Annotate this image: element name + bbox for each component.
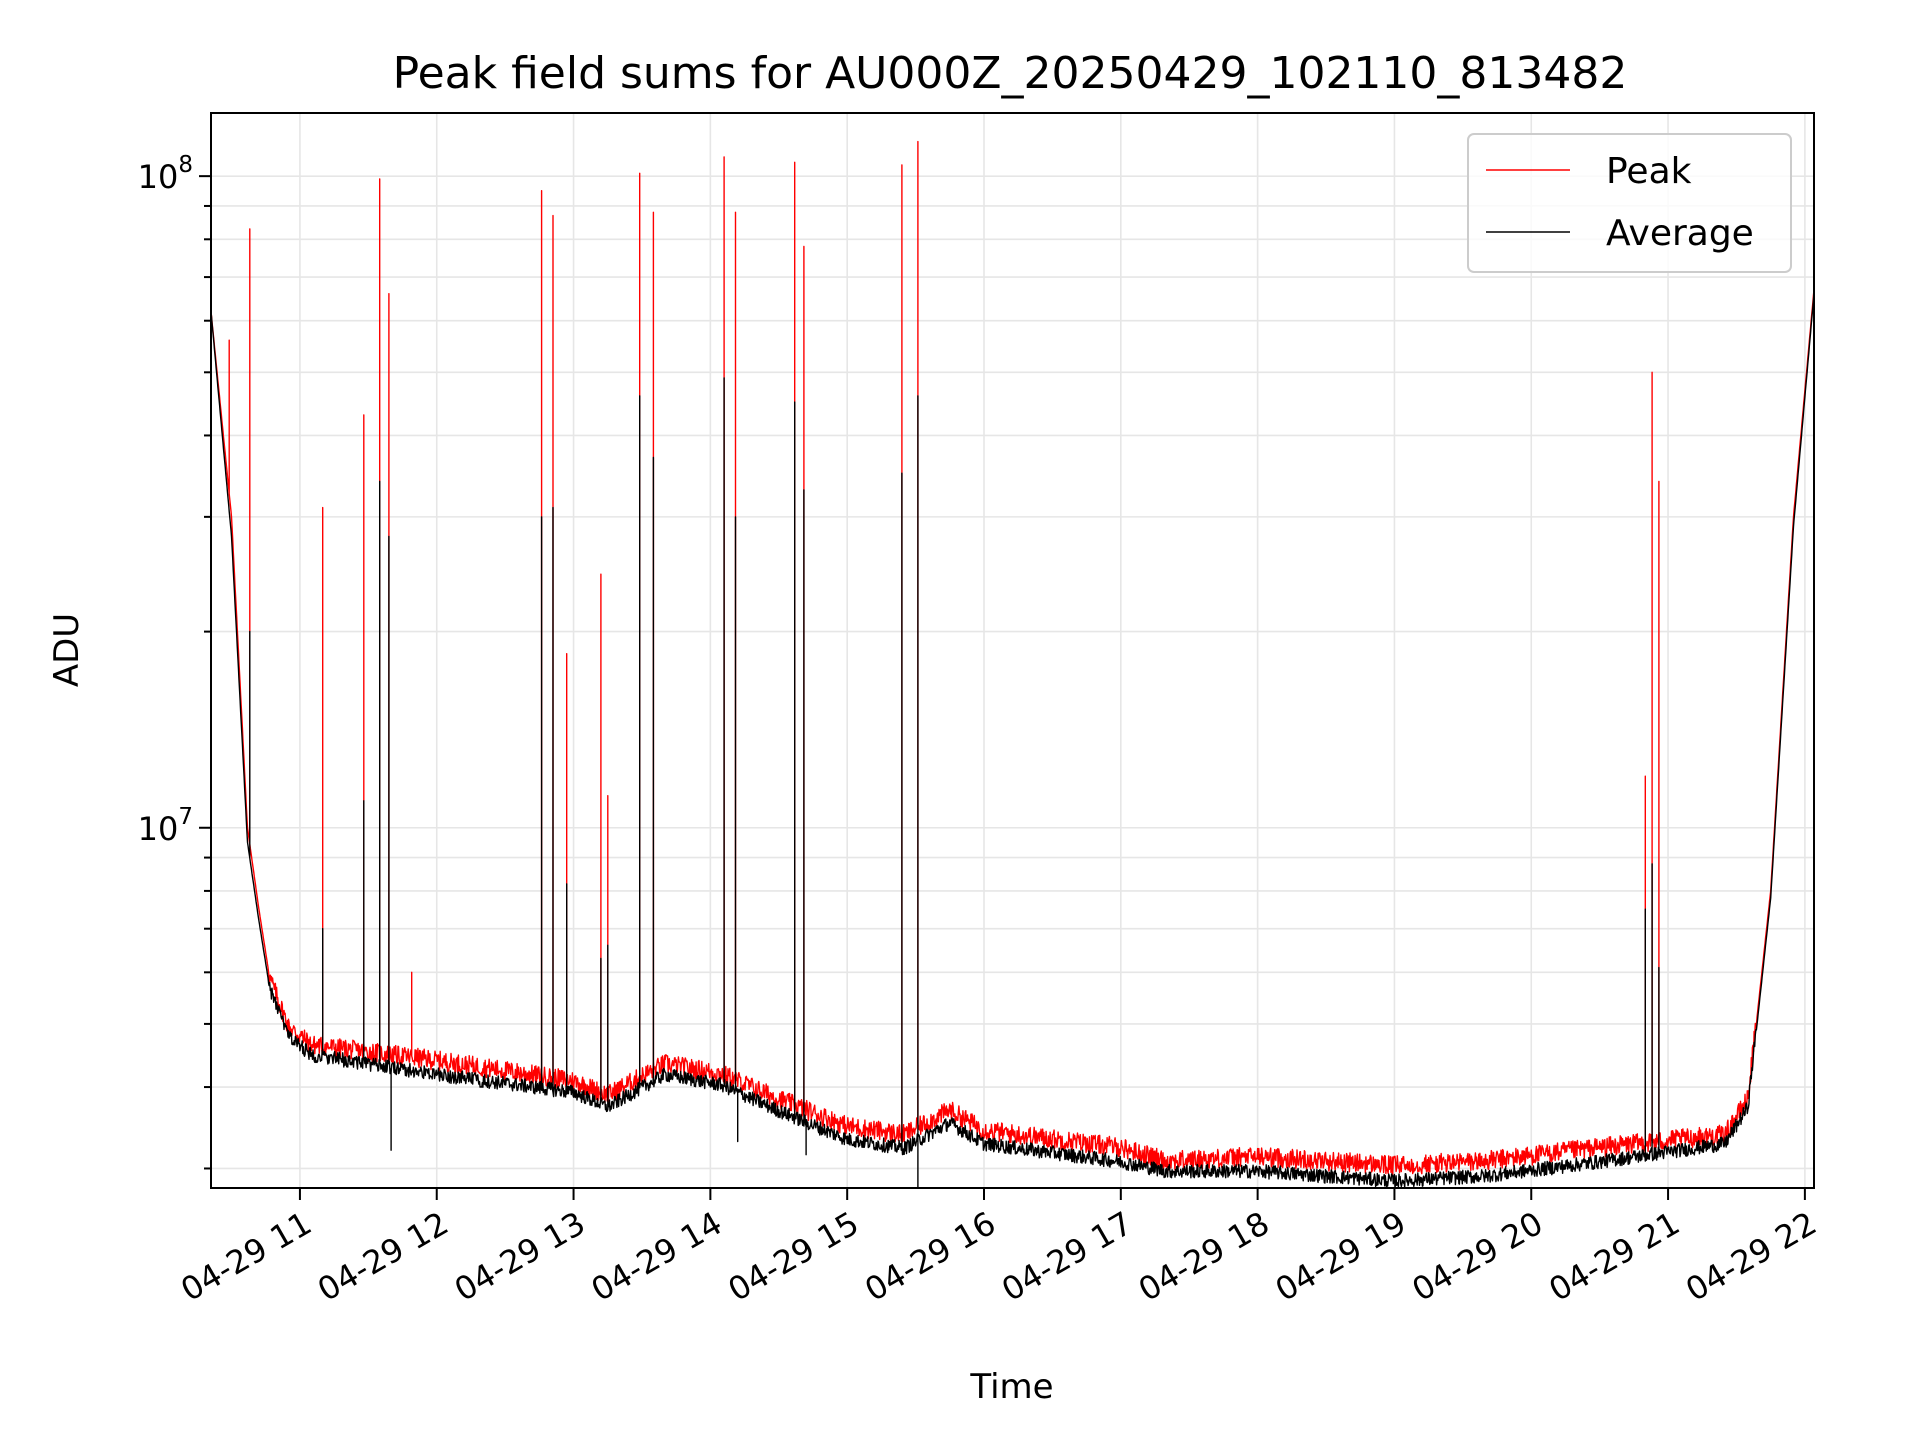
plot-frame <box>210 112 1815 1189</box>
series-layer <box>211 128 1814 1188</box>
legend: Peak Average <box>1467 133 1792 273</box>
x-axis-label: Time <box>969 1367 1053 1407</box>
legend-label-average: Average <box>1606 213 1754 254</box>
legend-label-peak: Peak <box>1606 151 1692 192</box>
series-line-average <box>211 293 1814 1188</box>
legend-box <box>1467 133 1792 273</box>
y-tick-label: 108 <box>138 152 193 196</box>
series-line-peak <box>211 128 1814 1176</box>
y-axis-label: ADU <box>47 613 87 687</box>
chart-title: Peak field sums for AU000Z_20250429_1021… <box>393 48 1628 99</box>
y-axis-ticks: 107 108 <box>138 152 211 1170</box>
y-tick-label: 107 <box>138 804 193 848</box>
grid <box>211 113 1814 1188</box>
